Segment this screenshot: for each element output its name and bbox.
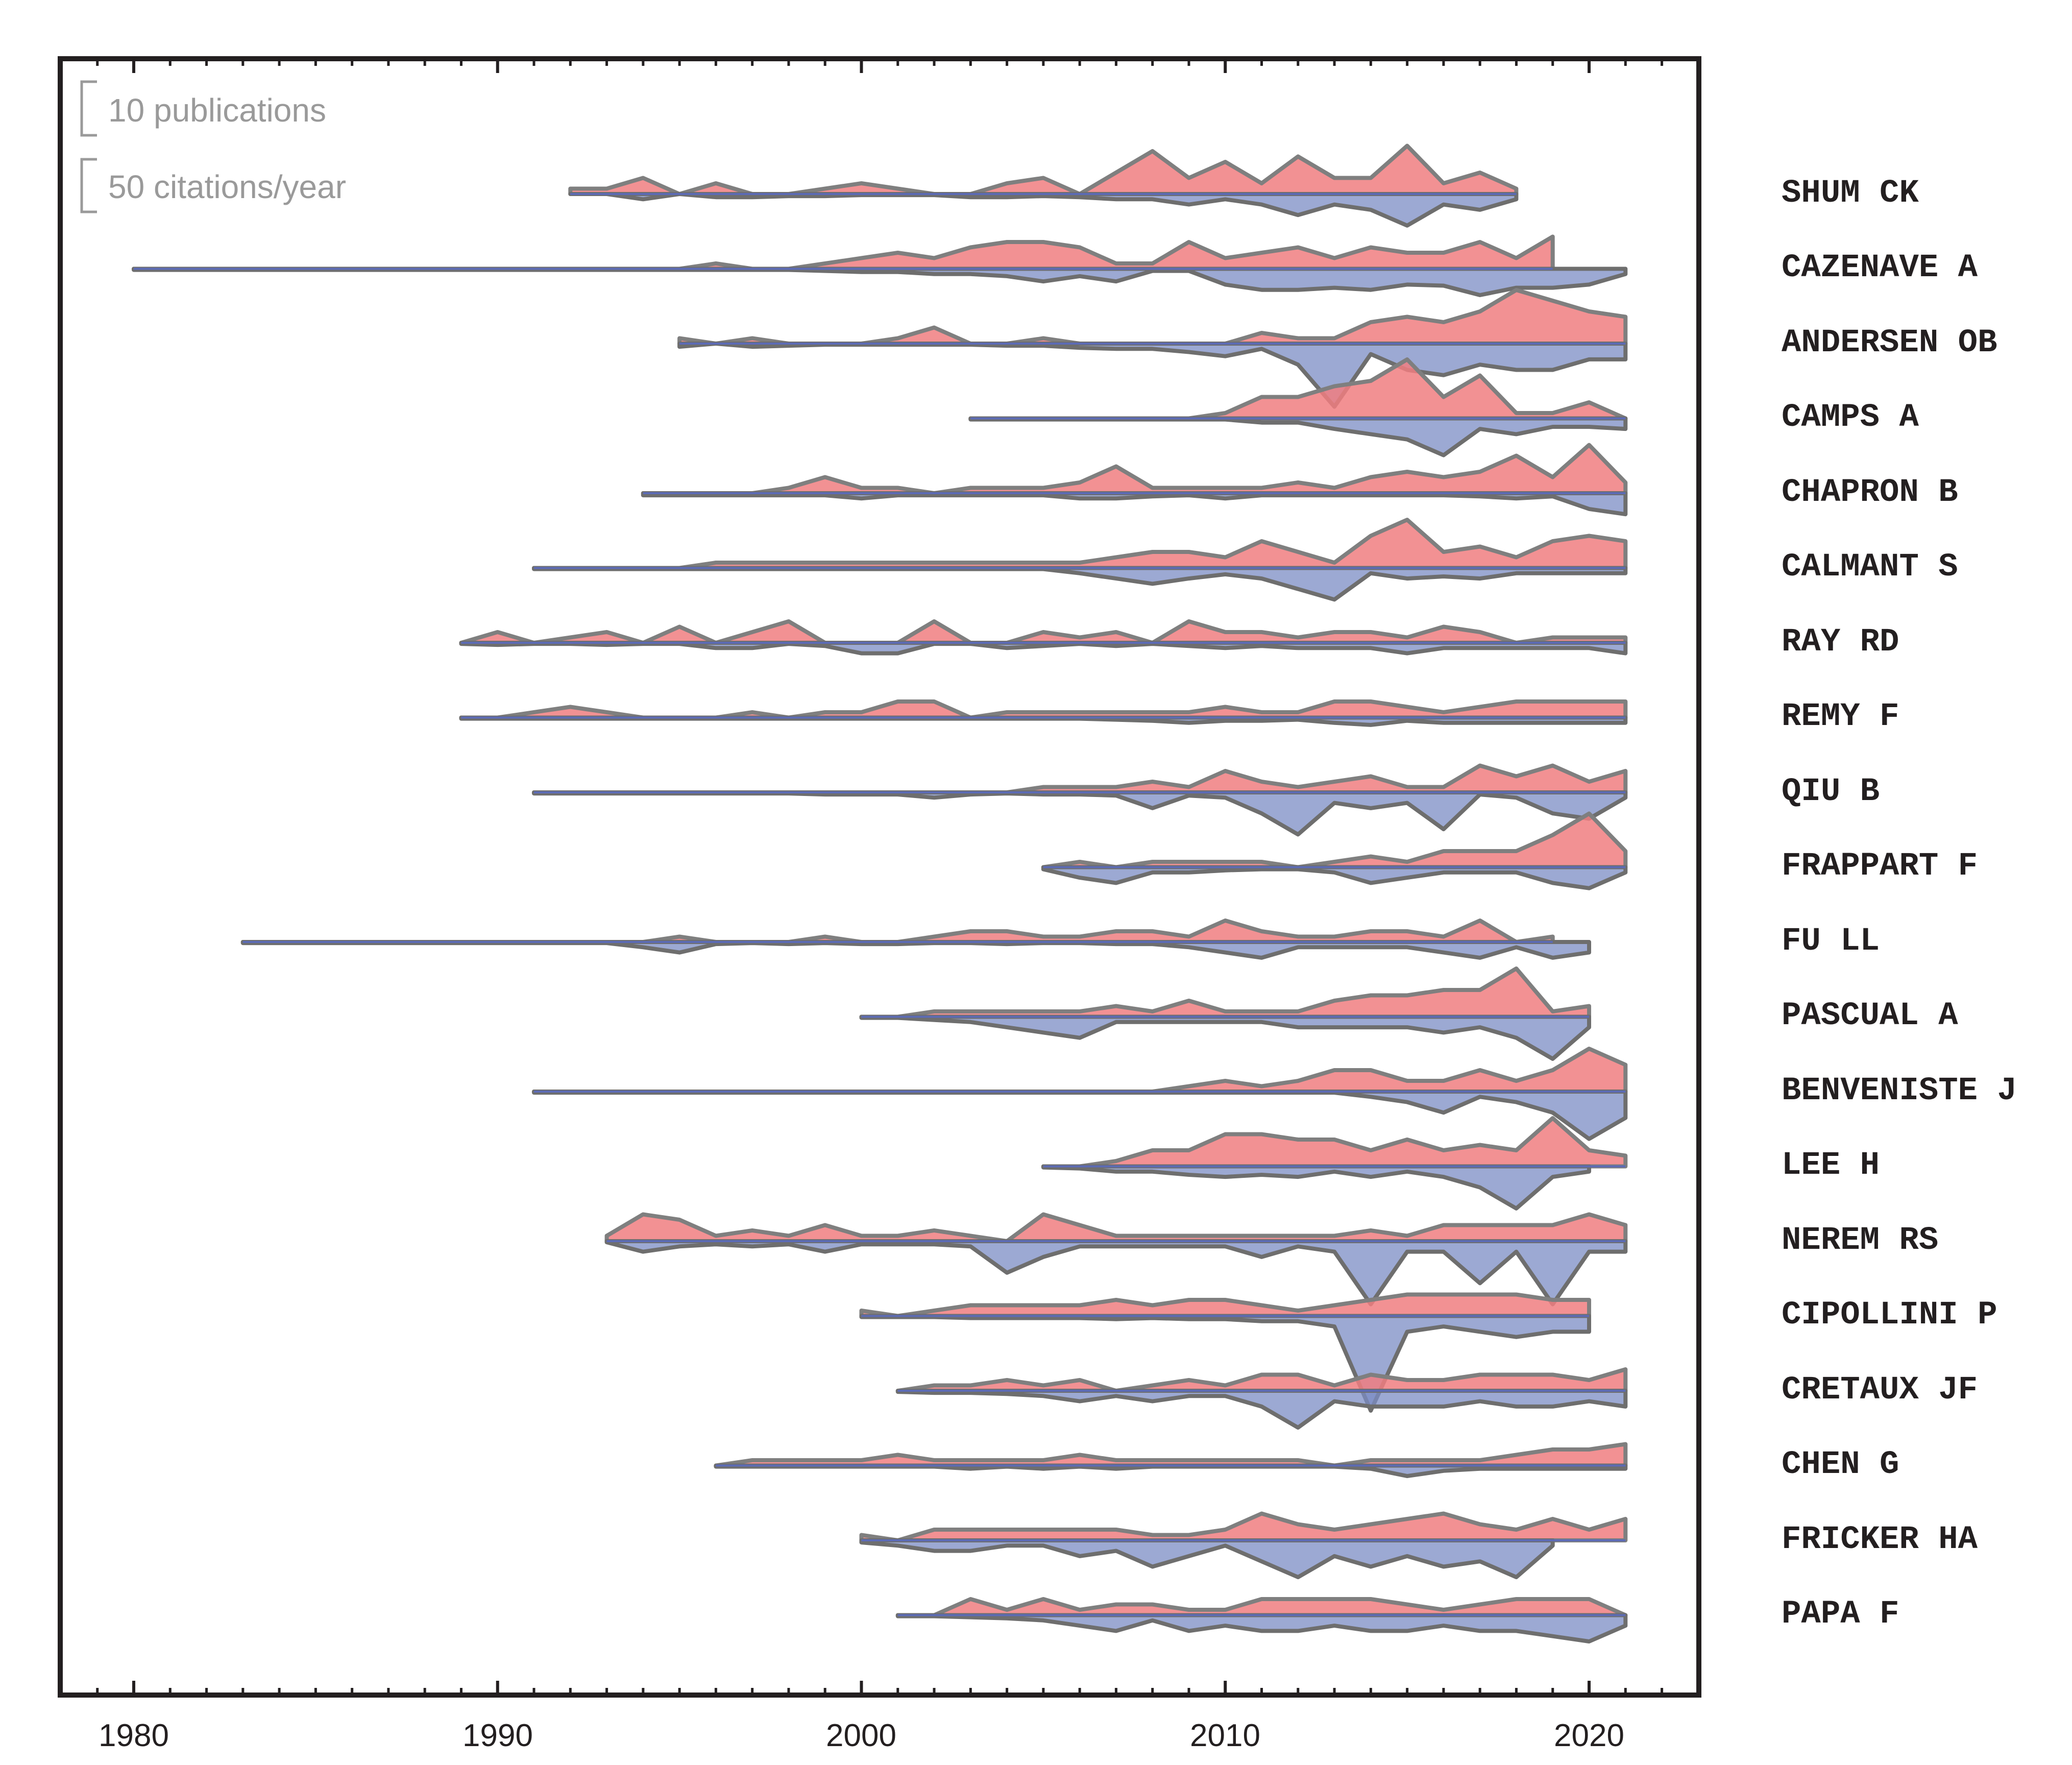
author-label-lee-h: LEE H xyxy=(1782,1147,1880,1184)
publications-area-chen-g xyxy=(714,1442,1628,1468)
x-tick-label-2010: 2010 xyxy=(1190,1718,1260,1753)
author-label-chapron-b: CHAPRON B xyxy=(1782,474,1958,511)
citations-area-remy-f xyxy=(459,715,1628,727)
plot-frame xyxy=(58,56,1701,1698)
author-label-calmant-s: CALMANT S xyxy=(1782,549,1958,586)
publications-area-fu-ll xyxy=(240,918,1555,944)
citations-area-calmant-s xyxy=(532,566,1628,602)
citations-area-camps-a xyxy=(968,416,1628,457)
citations-area-cretaux-jf xyxy=(895,1389,1628,1430)
author-label-cretaux-jf: CRETAUX JF xyxy=(1782,1372,1978,1409)
publications-area-cipollini-p xyxy=(859,1292,1591,1318)
author-row-lee-h xyxy=(1041,1116,1628,1211)
author-row-ray-rd xyxy=(459,619,1628,656)
citations-area-cipollini-p xyxy=(859,1314,1591,1413)
citations-area-pascual-a xyxy=(859,1014,1591,1061)
publications-area-nerem-rs xyxy=(604,1212,1628,1243)
author-label-benveniste-j: BENVENISTE J xyxy=(1782,1073,2017,1109)
author-row-calmant-s xyxy=(532,518,1628,602)
citations-area-qiu-b xyxy=(532,790,1628,837)
author-label-frappart-f: FRAPPART F xyxy=(1782,848,1978,885)
publications-area-andersen-ob xyxy=(677,288,1628,346)
author-row-benveniste-j xyxy=(532,1047,1628,1141)
author-label-camps-a: CAMPS A xyxy=(1782,399,1919,436)
author-row-fu-ll xyxy=(240,918,1591,960)
publications-area-cretaux-jf xyxy=(895,1367,1628,1393)
author-row-frappart-f xyxy=(1041,811,1628,890)
citations-area-lee-h xyxy=(1041,1164,1591,1211)
citations-scale-label: 50 citations/year xyxy=(108,168,346,205)
publications-scale-label: 10 publications xyxy=(108,92,326,129)
author-row-cipollini-p xyxy=(859,1292,1591,1413)
publications-area-ray-rd xyxy=(459,619,1628,645)
citations-area-nerem-rs xyxy=(604,1239,1628,1307)
x-tick-label-1980: 1980 xyxy=(99,1718,169,1753)
author-row-andersen-ob xyxy=(677,288,1628,409)
x-tick-label-1990: 1990 xyxy=(462,1718,533,1753)
author-label-fu-ll: FU LL xyxy=(1782,923,1880,960)
author-row-fricker-ha xyxy=(859,1511,1628,1580)
author-row-nerem-rs xyxy=(604,1212,1628,1307)
author-label-chen-g: CHEN G xyxy=(1782,1446,1899,1483)
author-label-nerem-rs: NEREM RS xyxy=(1782,1222,1938,1259)
publications-area-lee-h xyxy=(1041,1116,1628,1169)
author-row-remy-f xyxy=(459,699,1628,727)
citations-area-frappart-f xyxy=(1041,865,1628,890)
publications-area-benveniste-j xyxy=(532,1047,1628,1094)
x-tick-label-2000: 2000 xyxy=(826,1718,896,1753)
author-row-qiu-b xyxy=(532,763,1628,837)
citations-scale-bar xyxy=(80,158,97,213)
citations-area-shum-ck xyxy=(568,192,1519,228)
author-label-qiu-b: QIU B xyxy=(1782,773,1880,810)
citations-area-ray-rd xyxy=(459,641,1628,656)
citations-area-benveniste-j xyxy=(532,1090,1628,1141)
author-label-remy-f: REMY F xyxy=(1782,698,1899,735)
publications-area-chapron-b xyxy=(641,443,1628,495)
author-label-fricker-ha: FRICKER HA xyxy=(1782,1521,1978,1558)
author-label-andersen-ob: ANDERSEN OB xyxy=(1782,325,1997,361)
author-rows xyxy=(132,143,1628,1643)
x-tick-label-2020: 2020 xyxy=(1554,1718,1624,1753)
publications-scale-bar xyxy=(80,80,97,137)
author-label-pascual-a: PASCUAL A xyxy=(1782,998,1958,1034)
author-row-chapron-b xyxy=(641,443,1628,517)
author-label-cipollini-p: CIPOLLINI P xyxy=(1782,1297,1997,1334)
publications-area-fricker-ha xyxy=(859,1511,1628,1542)
author-row-shum-ck xyxy=(568,143,1519,228)
publications-area-frappart-f xyxy=(1041,811,1628,869)
author-label-cazenave-a: CAZENAVE A xyxy=(1782,250,1978,286)
author-row-pascual-a xyxy=(859,966,1591,1061)
citations-area-fu-ll xyxy=(240,940,1591,960)
author-row-chen-g xyxy=(714,1442,1628,1479)
citations-area-cazenave-a xyxy=(132,267,1628,297)
citations-area-fricker-ha xyxy=(859,1538,1555,1580)
publications-area-qiu-b xyxy=(532,763,1628,794)
publications-area-cazenave-a xyxy=(132,234,1555,271)
citations-area-chen-g xyxy=(714,1463,1628,1479)
legend: 10 publications 50 citations/year xyxy=(80,80,346,213)
x-axis xyxy=(59,59,1700,1695)
citations-area-papa-f xyxy=(895,1613,1628,1643)
author-row-cretaux-jf xyxy=(895,1367,1628,1430)
author-label-ray-rd: RAY RD xyxy=(1782,624,1899,661)
citations-area-andersen-ob xyxy=(677,342,1628,409)
publications-area-shum-ck xyxy=(568,143,1519,196)
publications-area-remy-f xyxy=(459,699,1628,720)
publications-area-pascual-a xyxy=(859,966,1591,1019)
author-row-papa-f xyxy=(895,1597,1628,1643)
author-row-cazenave-a xyxy=(132,234,1628,297)
publications-area-papa-f xyxy=(895,1597,1628,1617)
author-label-papa-f: PAPA F xyxy=(1782,1596,1899,1633)
publications-area-calmant-s xyxy=(532,518,1628,570)
citations-area-chapron-b xyxy=(641,491,1628,517)
author-row-camps-a xyxy=(968,357,1628,457)
author-label-shum-ck: SHUM CK xyxy=(1782,175,1919,212)
